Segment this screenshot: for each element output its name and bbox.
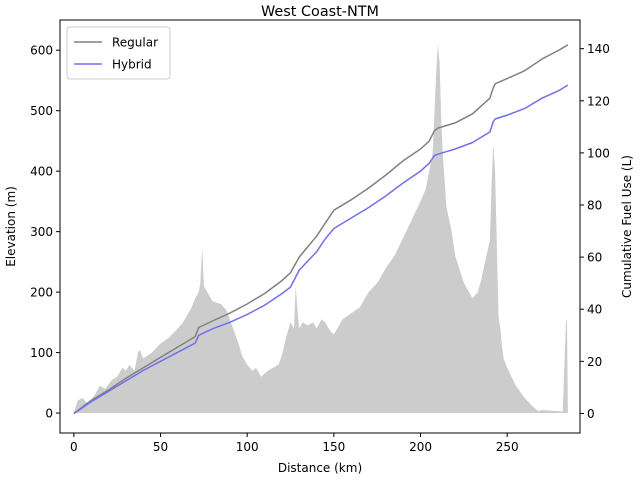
y-right-tick-label: 120 bbox=[587, 94, 610, 108]
x-axis: 0 50 100 150 200 250 bbox=[70, 433, 519, 454]
x-axis-title: Distance (km) bbox=[278, 461, 362, 475]
y-right-tick-label: 100 bbox=[587, 146, 610, 160]
legend-label-regular: Regular bbox=[112, 36, 158, 50]
chart-title: West Coast-NTM bbox=[261, 4, 379, 20]
y-right-tick-label: 80 bbox=[587, 199, 602, 213]
y-right-tick-label: 140 bbox=[587, 42, 610, 56]
x-tick-label: 250 bbox=[496, 440, 519, 454]
y-right-tick-label: 60 bbox=[587, 251, 602, 265]
x-tick-label: 150 bbox=[322, 440, 345, 454]
x-tick-label: 200 bbox=[409, 440, 432, 454]
y-left-tick-label: 600 bbox=[30, 44, 53, 58]
elevation-area bbox=[73, 44, 568, 413]
y-left-tick-label: 300 bbox=[30, 225, 53, 239]
y-right-tick-label: 40 bbox=[587, 303, 602, 317]
y-left-tick-label: 500 bbox=[30, 104, 53, 118]
x-tick-label: 100 bbox=[236, 440, 259, 454]
y-axis-left-title: Elevation (m) bbox=[4, 186, 18, 267]
y-left-tick-label: 200 bbox=[30, 286, 53, 300]
x-tick-label: 50 bbox=[153, 440, 168, 454]
axes-frame bbox=[59, 19, 581, 434]
y-axis-right-title: Cumulative Fuel Use (L) bbox=[620, 155, 634, 298]
plot-area bbox=[73, 44, 569, 415]
y-axis-right: 0 20 40 60 80 100 120 140 bbox=[580, 42, 610, 421]
legend-box bbox=[66, 26, 171, 80]
y-axis-left: 0 100 200 300 400 500 600 bbox=[30, 44, 60, 421]
legend: Regular Hybrid bbox=[66, 26, 171, 80]
hybrid-fuel-line bbox=[73, 84, 569, 415]
legend-label-hybrid: Hybrid bbox=[112, 58, 152, 72]
y-right-tick-label: 0 bbox=[587, 407, 595, 421]
y-left-tick-label: 0 bbox=[45, 407, 53, 421]
y-right-tick-label: 20 bbox=[587, 355, 602, 369]
x-tick-label: 0 bbox=[70, 440, 78, 454]
y-left-tick-label: 400 bbox=[30, 165, 53, 179]
regular-fuel-line bbox=[73, 44, 569, 415]
y-left-tick-label: 100 bbox=[30, 346, 53, 360]
